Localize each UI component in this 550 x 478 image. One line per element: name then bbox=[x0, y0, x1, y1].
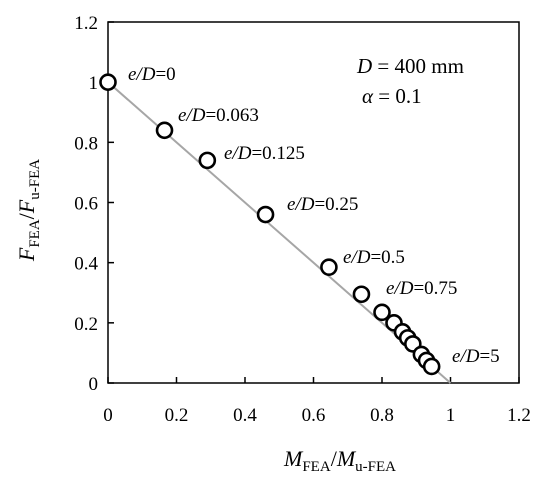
annotation-ed-075-var: e/D bbox=[386, 278, 414, 299]
x-tick-label: 0 bbox=[103, 405, 113, 426]
x-axis-title-sub2: u-FEA bbox=[355, 459, 396, 475]
annotation-ed-0125-var: e/D bbox=[224, 143, 252, 164]
annotation-ed-0063-val: =0.063 bbox=[205, 105, 258, 126]
x-tick-label: 0.4 bbox=[233, 405, 257, 426]
annotation-ed-0-val: =0 bbox=[155, 64, 175, 85]
y-axis-title-sep: / bbox=[14, 212, 39, 219]
annotation-ed-025-var: e/D bbox=[287, 194, 315, 215]
annotation-ed-025-val: =0.25 bbox=[314, 194, 358, 215]
param-diameter-symbol: D bbox=[356, 54, 372, 78]
data-point bbox=[373, 303, 391, 322]
y-axis-ticks: 0 0.2 0.4 0.6 0.8 1 1.2 bbox=[74, 13, 114, 395]
y-tick-label: 0.2 bbox=[74, 314, 98, 335]
param-alpha-value: = 0.1 bbox=[373, 84, 422, 108]
annotation-ed-5-var: e/D bbox=[452, 346, 480, 367]
y-tick-label: 0.4 bbox=[74, 254, 98, 275]
y-axis-title-main: F bbox=[14, 247, 39, 262]
data-point bbox=[155, 121, 174, 140]
annotation-ed-05-var: e/D bbox=[343, 247, 371, 268]
x-tick-label: 1 bbox=[446, 405, 456, 426]
x-tick-label: 0.2 bbox=[165, 405, 189, 426]
annotation-ed-0-var: e/D bbox=[128, 64, 156, 85]
x-axis-ticks: 0 0.2 0.4 0.6 0.8 1 1.2 bbox=[103, 377, 531, 426]
y-axis-title-main2: F bbox=[14, 199, 39, 214]
y-axis-title: FFEA/Fu-FEA bbox=[14, 159, 43, 262]
x-tick-label: 1.2 bbox=[507, 405, 531, 426]
x-tick-label: 0.6 bbox=[302, 405, 326, 426]
x-axis-title: MFEA/Mu-FEA bbox=[283, 446, 396, 475]
data-points bbox=[99, 73, 441, 376]
y-axis-title-sub1: FEA bbox=[27, 219, 43, 248]
annotation-ed-5-val: =5 bbox=[479, 346, 499, 367]
annotation-ed-0063-var: e/D bbox=[178, 105, 206, 126]
annotation-ed-0125-val: =0.125 bbox=[251, 143, 304, 164]
data-point bbox=[256, 205, 275, 224]
annotation-ed-05-val: =0.5 bbox=[370, 247, 404, 268]
annotation-ed-0063: e/D=0.063 bbox=[178, 105, 259, 126]
y-tick-label: 0.6 bbox=[74, 194, 98, 215]
y-axis-title-sub2: u-FEA bbox=[27, 159, 43, 200]
y-tick-label: 0.8 bbox=[74, 133, 98, 154]
param-alpha-symbol: α bbox=[362, 84, 374, 108]
param-diameter: D = 400 mm bbox=[356, 54, 464, 78]
annotation-ed-0125: e/D=0.125 bbox=[224, 143, 305, 164]
annotation-ed-025: e/D=0.25 bbox=[287, 194, 358, 215]
data-point bbox=[352, 285, 371, 304]
y-tick-label: 1.2 bbox=[74, 13, 98, 34]
x-axis-title-main2: M bbox=[336, 446, 357, 471]
data-point bbox=[422, 357, 441, 376]
annotation-ed-05: e/D=0.5 bbox=[343, 247, 405, 268]
annotation-ed-075: e/D=0.75 bbox=[386, 278, 457, 299]
annotation-ed-075-val: =0.75 bbox=[413, 278, 457, 299]
annotation-ed-5: e/D=5 bbox=[452, 346, 500, 367]
data-point bbox=[320, 258, 338, 276]
y-tick-label: 0 bbox=[89, 374, 99, 395]
x-tick-label: 0.8 bbox=[370, 405, 394, 426]
data-point bbox=[198, 151, 217, 170]
x-axis-title-main: M bbox=[283, 446, 304, 471]
y-tick-label: 1 bbox=[89, 73, 99, 94]
x-axis-title-sep: / bbox=[331, 446, 338, 471]
x-axis-title-sub1: FEA bbox=[302, 459, 331, 475]
param-alpha: α = 0.1 bbox=[362, 84, 422, 108]
param-diameter-value: = 400 mm bbox=[372, 54, 464, 78]
data-point bbox=[99, 73, 117, 91]
annotation-ed-0: e/D=0 bbox=[128, 64, 176, 85]
